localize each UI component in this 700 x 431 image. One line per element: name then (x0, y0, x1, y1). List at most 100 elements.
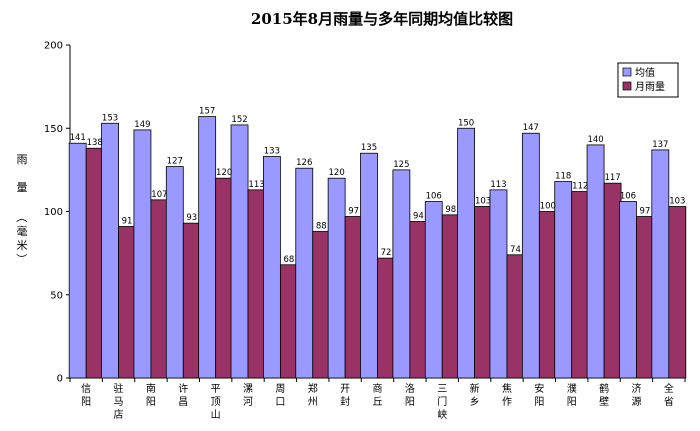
legend-box (617, 62, 679, 98)
data-label: 97 (348, 206, 359, 216)
bar-monthly-rainfall (474, 206, 493, 379)
data-label: 93 (186, 213, 197, 223)
legend-swatch (622, 67, 632, 77)
bar-monthly-rainfall (506, 254, 525, 379)
bar-average (424, 201, 443, 379)
data-label: 113 (490, 180, 506, 190)
data-label: 138 (87, 138, 103, 148)
bar-average (392, 169, 411, 379)
data-label: 106 (620, 192, 636, 202)
data-label: 91 (122, 216, 133, 226)
category-label: 洛阳 (405, 382, 415, 408)
data-label: 135 (361, 143, 377, 153)
chart-title: 2015年8月雨量与多年同期均值比较图 (251, 10, 513, 28)
bar-monthly-rainfall (279, 264, 298, 379)
category-label: 全省 (664, 382, 674, 408)
bar-average (198, 116, 217, 379)
bar-average (68, 142, 87, 379)
data-label: 120 (216, 168, 232, 178)
category-label: 漯河 (243, 383, 253, 408)
category-label: 焦作 (502, 382, 512, 408)
data-labels: 141 138 信阳 153 91 驻马店 149 107 南阳 127 93 许昌 157 120 平顶山… (70, 107, 686, 421)
bar-monthly-rainfall (150, 199, 169, 379)
category-label: 平顶山 (211, 384, 221, 421)
legend-swatch (622, 81, 632, 91)
data-label: 140 (587, 135, 603, 145)
bar-monthly-rainfall (409, 221, 428, 379)
data-label: 141 (70, 133, 86, 143)
bar-average (360, 152, 378, 379)
data-label: 100 (540, 202, 556, 212)
category-label: 濮阳 (567, 382, 577, 408)
data-label: 106 (426, 192, 442, 202)
bar-monthly-rainfall (636, 216, 654, 379)
bar-average (165, 166, 184, 379)
legend-label: 月雨量 (635, 81, 665, 93)
data-label: 126 (296, 158, 312, 168)
bar-average (262, 156, 281, 379)
y-axis-label-char: 米 (17, 239, 28, 252)
data-label: 150 (458, 118, 474, 128)
data-label: 137 (652, 140, 668, 150)
category-label: 新乡 (470, 382, 480, 408)
category-label: 鹤壁 (599, 382, 609, 408)
y-axis-label-char: （ (15, 212, 28, 223)
bar-monthly-rainfall (603, 182, 622, 379)
bars (68, 116, 687, 379)
y-axis-label-char: 毫 (17, 224, 28, 238)
y-tick-label: 0 (57, 374, 63, 385)
data-label: 74 (510, 245, 521, 255)
category-label: 周口 (275, 383, 285, 408)
legend-label: 均值 (635, 66, 655, 79)
bar-average (327, 177, 346, 379)
data-label: 72 (381, 248, 392, 258)
bar-average (554, 181, 573, 379)
category-label: 郑州 (308, 382, 318, 408)
y-axis-label-char: 量 (17, 181, 28, 194)
category-label: 许昌 (178, 383, 188, 408)
data-label: 88 (316, 221, 327, 231)
data-label: 125 (393, 160, 409, 170)
data-label: 157 (199, 107, 215, 117)
bar-monthly-rainfall (668, 206, 687, 379)
bar-monthly-rainfall (441, 214, 460, 379)
data-label: 103 (475, 197, 491, 207)
category-label: 济源 (631, 382, 641, 408)
data-label: 147 (523, 123, 539, 133)
bar-monthly-rainfall (85, 147, 104, 379)
bar-average (651, 149, 670, 379)
data-label: 153 (102, 113, 118, 123)
data-label: 103 (669, 197, 685, 207)
category-label: 三门峡 (437, 384, 447, 421)
data-label: 118 (555, 172, 571, 182)
bar-average (230, 124, 249, 379)
data-label: 107 (151, 190, 167, 200)
bar-monthly-rainfall (344, 216, 363, 379)
bar-monthly-rainfall (215, 177, 234, 379)
category-label: 商丘 (373, 382, 383, 408)
bar-monthly-rainfall (538, 211, 557, 379)
y-tick-label: 100 (44, 207, 63, 218)
category-label: 安阳 (534, 382, 544, 408)
bar-monthly-rainfall (182, 222, 201, 379)
bar-average (457, 127, 476, 379)
category-label: 开封 (340, 384, 350, 408)
data-label: 117 (604, 173, 620, 183)
bar-monthly-rainfall (312, 231, 331, 379)
data-label: 152 (231, 115, 247, 125)
bar-average (133, 129, 152, 379)
bar-monthly-rainfall (377, 257, 395, 379)
bar-average (295, 167, 314, 379)
category-label: 驻马店 (114, 382, 124, 421)
bar-monthly-rainfall (118, 226, 136, 379)
data-label: 97 (640, 206, 651, 216)
data-label: 98 (445, 205, 456, 215)
y-tick-label: 150 (44, 124, 63, 135)
bar-average (586, 144, 605, 379)
y-tick-label: 50 (50, 290, 63, 301)
category-label: 南阳 (146, 382, 156, 408)
data-label: 149 (134, 120, 150, 130)
bar-monthly-rainfall (571, 191, 590, 379)
